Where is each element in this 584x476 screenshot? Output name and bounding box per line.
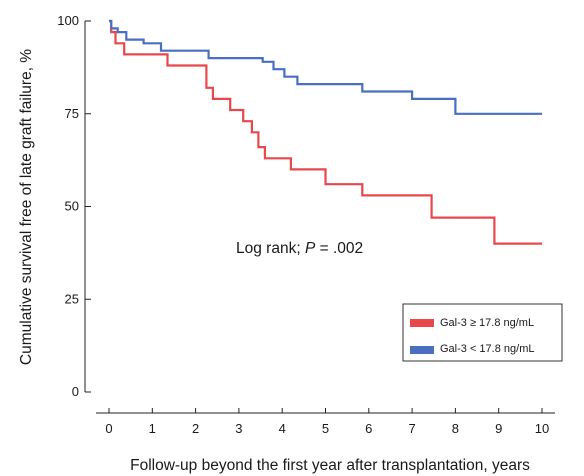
x-tick-label: 7	[408, 421, 415, 436]
x-tick-label: 10	[535, 421, 549, 436]
x-tick-label: 2	[192, 421, 199, 436]
p-symbol: P	[305, 240, 316, 257]
p-value: = .002	[315, 240, 363, 257]
x-tick-label: 5	[322, 421, 329, 436]
x-tick-label: 8	[452, 421, 459, 436]
legend-swatch-low	[410, 346, 434, 354]
legend-label-high: Gal-3 ≥ 17.8 ng/mL	[440, 317, 534, 329]
y-tick-label: 25	[65, 291, 79, 306]
y-axis: 0 25 50 75 100	[57, 13, 91, 399]
log-rank-prefix: Log rank;	[236, 240, 305, 257]
legend: Gal-3 ≥ 17.8 ng/mL Gal-3 < 17.8 ng/mL	[402, 303, 563, 362]
legend-label-low: Gal-3 < 17.8 ng/mL	[440, 343, 534, 355]
series-line-gal3-low	[109, 19, 542, 115]
survival-curves	[109, 19, 542, 245]
x-tick-label: 3	[235, 421, 242, 436]
x-tick-label: 6	[365, 421, 372, 436]
y-tick-label: 75	[65, 106, 79, 121]
x-axis-title: Follow-up beyond the first year after tr…	[130, 457, 530, 474]
y-axis-title: Cumulative survival free of late graft f…	[18, 49, 35, 365]
x-tick-label: 1	[149, 421, 156, 436]
log-rank-annotation: Log rank; P = .002	[236, 240, 363, 257]
legend-swatch-high	[410, 319, 434, 327]
series-line-gal3-high	[109, 19, 542, 245]
x-tick-label: 9	[495, 421, 502, 436]
y-tick-label: 50	[65, 199, 79, 214]
x-tick-label: 0	[105, 421, 112, 436]
y-tick-label: 0	[72, 384, 79, 399]
x-tick-label: 4	[279, 421, 286, 436]
y-tick-label: 100	[57, 13, 79, 28]
x-axis: 0 1 2 3 4 5 6 7 8 9 10	[96, 408, 555, 436]
